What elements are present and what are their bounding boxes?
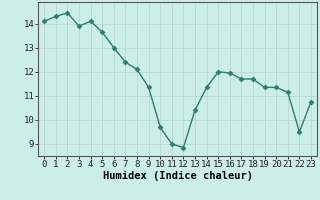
X-axis label: Humidex (Indice chaleur): Humidex (Indice chaleur) — [103, 171, 252, 181]
